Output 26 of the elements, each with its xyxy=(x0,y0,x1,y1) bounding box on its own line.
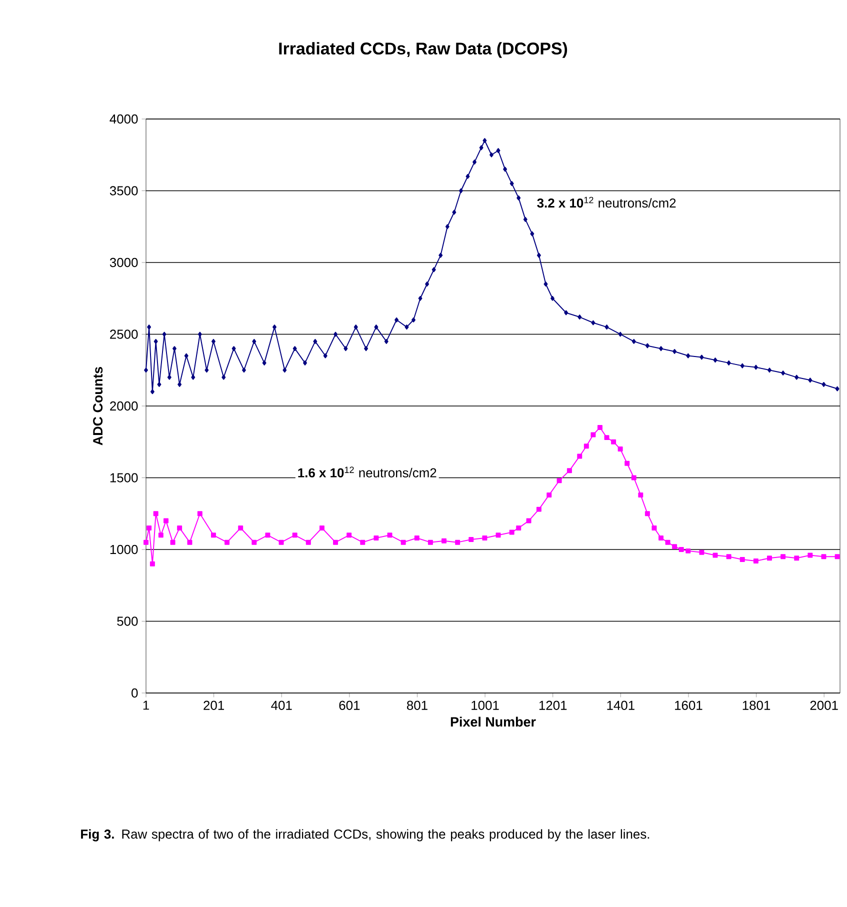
y-tick-label: 2500 xyxy=(110,330,138,339)
y-tick-label: 500 xyxy=(117,616,138,626)
x-tick-label: 201 xyxy=(204,700,224,710)
annotation: 1.6 x 10$^{12}$ neutrons/cm2 xyxy=(298,466,436,478)
x-tick-label: 1 xyxy=(143,700,149,710)
y-axis-title: ADC Counts xyxy=(93,366,103,446)
chart-title: Irradiated CCDs, Raw Data (DCOPS) xyxy=(279,42,568,58)
x-tick-label: 401 xyxy=(271,700,292,710)
x-axis-title: Pixel Number xyxy=(450,716,536,727)
x-tick-label: 2001 xyxy=(810,700,838,710)
y-tick-label: 3000 xyxy=(110,258,138,268)
x-tick-label: 1601 xyxy=(675,700,702,710)
y-tick-label: 1500 xyxy=(110,473,138,482)
x-tick-label: 1001 xyxy=(472,700,499,710)
x-tick-label: 801 xyxy=(406,700,428,710)
x-tick-label: 601 xyxy=(339,700,360,710)
y-tick-label: 3500 xyxy=(110,186,138,196)
y-tick-label: 2000 xyxy=(110,401,138,411)
x-tick-label: 1401 xyxy=(607,700,634,710)
y-tick-label: 1000 xyxy=(110,544,138,554)
annotation: 3.2 x 10$^{12}$ neutrons/cm2 xyxy=(537,196,676,208)
x-tick-label: 1801 xyxy=(742,700,770,710)
text: Fig 3. Raw spectra of two of the irradiated CCDs, showing the peaks produced by the laser lines. xyxy=(81,829,650,842)
y-tick-label: 4000 xyxy=(110,114,138,124)
x-tick-label: 1201 xyxy=(539,700,567,710)
y-tick-label: 0 xyxy=(132,688,138,698)
